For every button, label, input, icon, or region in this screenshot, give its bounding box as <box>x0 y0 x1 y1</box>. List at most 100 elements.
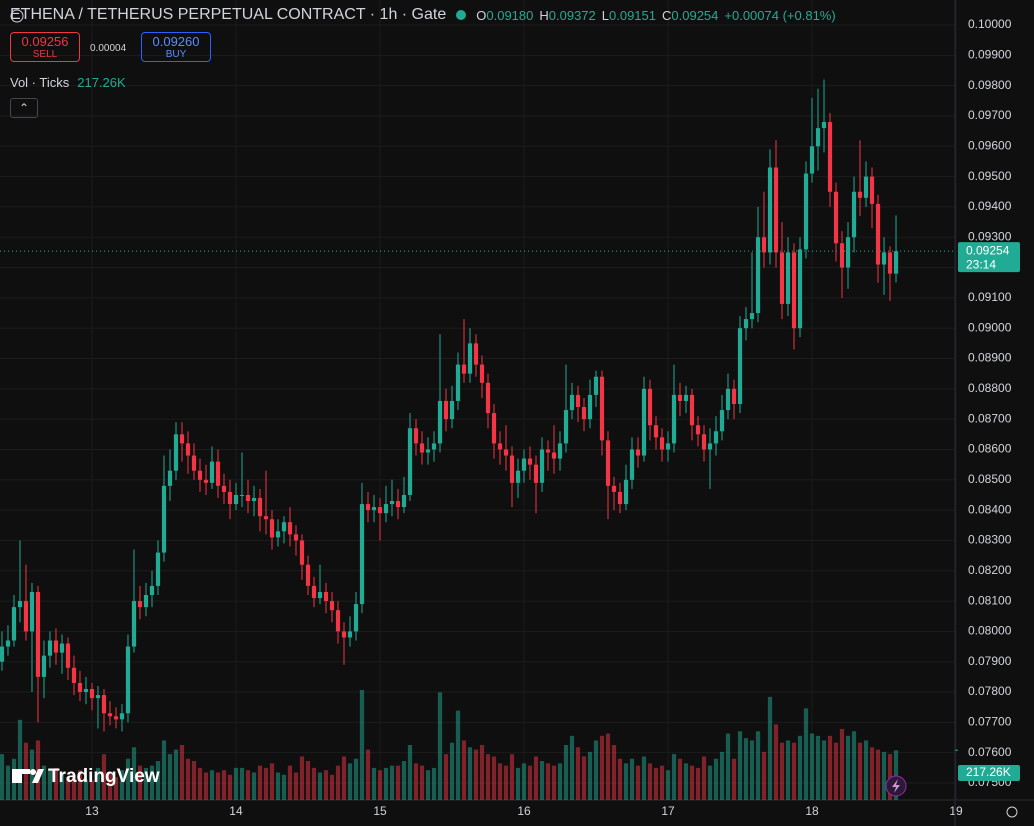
candle-body <box>515 470 521 483</box>
candle-body <box>383 504 389 514</box>
candle-body <box>221 485 227 492</box>
collapse-button[interactable]: ⌃ <box>10 98 38 118</box>
candle-body <box>23 601 29 632</box>
volume-bar <box>473 749 479 800</box>
volume-bar <box>407 745 413 800</box>
candle-body <box>389 501 395 505</box>
buy-button[interactable]: 0.09260 BUY <box>141 32 211 62</box>
volume-bar <box>281 774 287 800</box>
candle-body <box>353 604 359 632</box>
volume-bar <box>803 708 809 800</box>
volume-bar <box>239 767 245 800</box>
volume-bar <box>149 765 155 800</box>
candle-body <box>767 167 773 253</box>
candle-body <box>533 464 539 483</box>
volume-bar <box>107 772 113 800</box>
volume-bar <box>203 772 209 800</box>
volume-bar <box>821 740 827 800</box>
ohlc-key: H <box>539 7 549 23</box>
volume-bar <box>173 749 179 800</box>
volume-bar <box>635 765 641 800</box>
volume-bar <box>845 735 851 800</box>
candle-body <box>671 394 677 444</box>
ohlc-key: C <box>662 7 672 23</box>
volume-bar <box>791 742 797 800</box>
candle-body <box>305 564 311 586</box>
volume-bar <box>347 763 353 800</box>
volume-bar <box>413 763 419 800</box>
volume-bar <box>431 767 437 800</box>
y-tick-label: 0.09100 <box>968 290 1012 304</box>
y-tick-label: 0.08400 <box>968 502 1012 516</box>
candle-body <box>59 643 65 653</box>
buy-price: 0.09260 <box>152 34 200 49</box>
volume-bar <box>671 754 677 800</box>
candle-body <box>47 640 53 656</box>
candle-body <box>557 443 563 459</box>
countdown: 23:14 <box>966 257 996 271</box>
y-tick-label: 0.08500 <box>968 472 1012 486</box>
volume-bar <box>833 742 839 800</box>
candle-body <box>743 319 749 329</box>
candle-body <box>335 610 341 632</box>
last-price-label: 0.09254 <box>966 243 1010 257</box>
volume-bar <box>569 735 575 800</box>
candle-body <box>755 237 761 314</box>
candle-body <box>479 364 485 383</box>
volume-bar <box>533 756 539 800</box>
volume-bar <box>257 765 263 800</box>
volume-bar <box>245 770 251 800</box>
candle-body <box>263 516 269 520</box>
candle-body <box>17 601 23 608</box>
volume-bar <box>47 770 53 800</box>
volume-bar <box>71 774 77 800</box>
y-tick-label: 0.08200 <box>968 563 1012 577</box>
candle-body <box>779 252 785 304</box>
volume-bar <box>359 690 365 800</box>
candle-body <box>731 388 737 404</box>
y-tick-label: 0.07700 <box>968 715 1012 729</box>
ohlc-item: L0.09151 <box>602 8 656 23</box>
volume-bar <box>65 777 71 800</box>
volume-tag <box>958 765 1020 781</box>
volume-value: 217.26K <box>77 75 126 90</box>
candle-body <box>239 494 245 496</box>
candle-body <box>785 252 791 304</box>
ohlc-value: 0.09372 <box>548 7 596 23</box>
volume-bar <box>797 735 803 800</box>
volume-bar <box>275 772 281 800</box>
volume-bar <box>827 735 833 800</box>
candle-body <box>53 640 59 653</box>
volume-bar <box>95 767 101 800</box>
candle-body <box>401 494 407 508</box>
candle-body <box>575 394 581 408</box>
volume-bar <box>653 767 659 800</box>
volume-tag-label: 217.26K <box>966 765 1011 779</box>
candle-body <box>707 443 713 450</box>
volume-bar <box>881 751 887 800</box>
candle-body <box>119 713 125 720</box>
header: ETHENA / TETHERUS PERPETUAL CONTRACT · 1… <box>10 6 836 24</box>
candle-body <box>29 591 35 632</box>
candle-body <box>185 443 191 456</box>
candle-body <box>539 449 545 483</box>
y-tick-label: 0.08900 <box>968 351 1012 365</box>
sell-button[interactable]: 0.09256 SELL <box>10 32 80 62</box>
volume-bar <box>89 780 95 800</box>
x-tick-label: 15 <box>373 804 387 818</box>
volume-bar <box>269 763 275 800</box>
candle-body <box>65 643 71 668</box>
candle-body <box>371 507 377 511</box>
volume-bar <box>461 740 467 800</box>
volume-bar <box>593 740 599 800</box>
candle-body <box>611 485 617 492</box>
candle-body <box>569 394 575 411</box>
candle-body <box>797 249 803 329</box>
volume-bar <box>779 742 785 800</box>
logo-mark <box>12 769 30 774</box>
candle-body <box>473 343 479 365</box>
volume-bar <box>767 696 773 800</box>
candle-body <box>455 364 461 401</box>
volume-bar <box>197 767 203 800</box>
